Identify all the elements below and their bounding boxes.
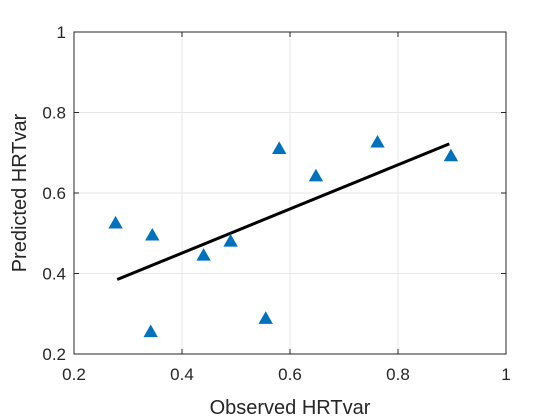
data-point-triangle — [443, 148, 459, 162]
y-tick-label: 1 — [57, 23, 66, 42]
y-tick-label: 0.8 — [42, 104, 66, 123]
data-points — [108, 134, 459, 338]
data-point-triangle — [143, 324, 158, 338]
x-tick-label: 0.6 — [278, 365, 302, 384]
data-point-triangle — [108, 215, 123, 229]
data-point-triangle — [258, 311, 273, 324]
x-axis-title: Observed HRTvar — [210, 397, 371, 419]
x-axis: 0.2 0.4 0.6 0.8 1 — [62, 32, 511, 384]
data-point-triangle — [223, 233, 238, 247]
fit-line-group — [116, 142, 450, 281]
fit-line — [116, 142, 450, 281]
x-tick-label: 0.8 — [386, 365, 410, 384]
y-axis-title: Predicted HRTvar — [9, 113, 31, 272]
y-tick-label: 0.6 — [42, 184, 66, 203]
data-point-triangle — [145, 227, 160, 241]
data-point-triangle — [308, 168, 324, 182]
grid — [73, 31, 507, 355]
y-axis: 0.2 0.4 0.6 0.8 1 — [42, 23, 506, 364]
x-tick-label: 0.4 — [170, 365, 194, 384]
data-point-triangle — [370, 134, 385, 148]
x-tick-label: 0.2 — [62, 365, 86, 384]
x-tick-label: 1 — [501, 365, 510, 384]
y-tick-label: 0.4 — [42, 265, 66, 284]
data-point-triangle — [272, 141, 287, 155]
y-tick-label: 0.2 — [42, 345, 66, 364]
data-point-triangle — [196, 248, 211, 261]
